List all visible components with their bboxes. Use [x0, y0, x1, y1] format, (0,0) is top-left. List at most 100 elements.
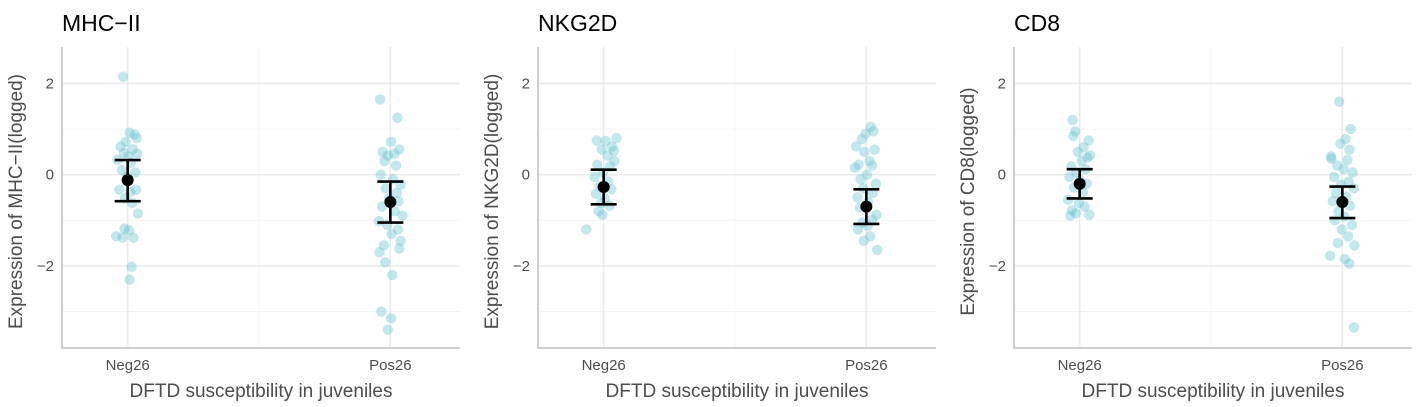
data-point — [376, 201, 388, 212]
data-point — [609, 155, 620, 167]
x-tick-label: Neg26 — [106, 357, 150, 374]
data-point — [1345, 123, 1356, 135]
data-point — [128, 232, 139, 243]
data-point — [382, 150, 393, 161]
data-point — [1332, 237, 1344, 249]
x-axis-label: DFTD susceptibility in juveniles — [606, 381, 869, 402]
data-point — [116, 164, 128, 176]
data-point — [124, 274, 135, 285]
data-point — [127, 143, 138, 155]
y-tick-label: 2 — [522, 75, 530, 92]
x-tick-label: Neg26 — [1058, 357, 1102, 374]
data-point — [1078, 142, 1089, 153]
data-point — [392, 224, 404, 235]
data-point — [130, 184, 142, 195]
data-point — [389, 205, 401, 217]
data-point — [608, 145, 620, 157]
x-axis-label: DFTD susceptibility in juveniles — [130, 381, 393, 402]
data-point — [864, 231, 876, 242]
data-point — [1347, 167, 1358, 178]
data-point — [1079, 201, 1090, 212]
data-point — [391, 187, 402, 199]
data-point — [1348, 183, 1360, 194]
y-axis-label: Expression of NKG2D(logged) — [482, 74, 503, 330]
y-axis-label: Expression of MHC−II(logged) — [6, 74, 27, 329]
mean-point — [1336, 196, 1349, 209]
data-point — [1344, 258, 1355, 269]
data-point — [1069, 126, 1081, 137]
data-point — [132, 208, 144, 219]
data-point — [1332, 160, 1343, 171]
data-point — [385, 136, 397, 148]
data-point — [872, 244, 883, 256]
data-point — [855, 174, 866, 185]
data-point — [1329, 215, 1340, 226]
x-tick-label: Pos26 — [845, 357, 888, 374]
data-point — [376, 306, 387, 317]
mean-point — [121, 174, 134, 187]
data-point — [394, 243, 405, 254]
data-point — [849, 162, 861, 174]
x-tick-label: Neg26 — [582, 357, 626, 374]
x-axis-label: DFTD susceptibility in juveniles — [1082, 381, 1345, 402]
data-point — [852, 192, 863, 203]
data-point — [119, 223, 130, 234]
x-tick-label: Pos26 — [1321, 357, 1364, 374]
data-point — [1326, 153, 1337, 164]
x-tick-label: Pos26 — [369, 357, 412, 374]
panel-title: CD8 — [1014, 10, 1060, 36]
y-tick-label: 0 — [46, 167, 54, 184]
data-point — [856, 133, 868, 145]
data-point — [130, 167, 141, 178]
data-point — [1340, 133, 1351, 145]
data-point — [1324, 250, 1336, 262]
data-point — [397, 210, 408, 221]
data-point — [1339, 211, 1350, 222]
data-point — [611, 133, 622, 144]
data-point — [378, 240, 390, 251]
data-point — [861, 169, 873, 180]
data-point — [1346, 219, 1358, 231]
mean-point — [1073, 177, 1086, 190]
data-point — [858, 235, 869, 247]
data-point — [388, 148, 400, 159]
data-point — [591, 135, 602, 146]
data-point — [132, 148, 143, 159]
data-point — [375, 169, 386, 180]
data-point — [1083, 135, 1094, 146]
data-point — [1072, 146, 1083, 158]
data-point — [374, 247, 385, 258]
panel-0: −2 0 2 Neg26 Pos26 MHC−II DFTD susceptibility … — [6, 10, 460, 402]
data-point — [865, 121, 877, 133]
data-point — [1082, 152, 1093, 163]
y-tick-label: −2 — [513, 258, 530, 275]
data-point — [871, 209, 882, 221]
data-point — [1073, 197, 1085, 209]
data-point — [868, 126, 879, 137]
data-point — [124, 127, 135, 138]
y-tick-label: −2 — [989, 258, 1006, 275]
data-point — [1342, 231, 1354, 242]
data-point — [390, 160, 402, 171]
data-point — [864, 155, 875, 167]
data-point — [115, 141, 126, 152]
data-point — [853, 159, 864, 170]
data-point — [123, 225, 135, 236]
data-point — [1348, 322, 1360, 333]
data-point — [1064, 171, 1075, 183]
data-point — [382, 324, 393, 335]
data-point — [590, 188, 602, 200]
panel-1: −2 0 2 Neg26 Pos26 NKG2D DFTD susceptibility i… — [482, 10, 936, 402]
data-point — [859, 146, 870, 158]
data-point — [1084, 209, 1095, 221]
data-point — [392, 112, 403, 123]
data-point — [1327, 195, 1338, 207]
data-point — [1335, 138, 1346, 149]
data-point — [120, 136, 131, 148]
y-tick-label: 0 — [998, 167, 1006, 184]
data-point — [1339, 253, 1351, 265]
data-point — [129, 129, 140, 140]
data-point — [374, 94, 386, 105]
mean-point — [860, 200, 873, 213]
